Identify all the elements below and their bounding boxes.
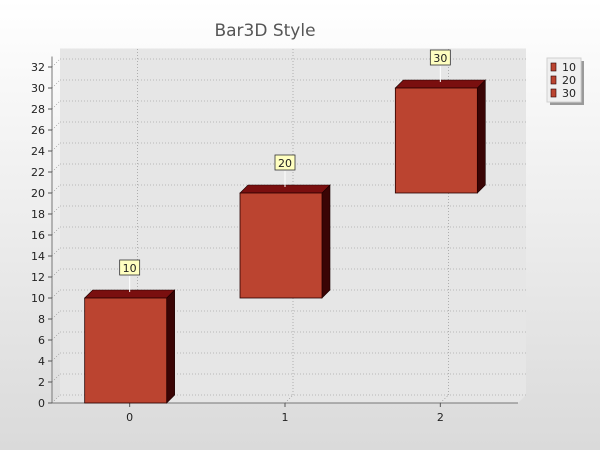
data-label-box [429, 49, 451, 66]
gridline-y-depth [51, 58, 61, 68]
gridline-y-depth [51, 79, 61, 89]
bar [83, 289, 176, 404]
y-tick-label: 6 [38, 334, 45, 347]
y-tick-label: 30 [31, 82, 45, 95]
y-tick-label: 14 [31, 250, 45, 263]
legend-swatch [550, 88, 557, 98]
gridline-y-depth [51, 331, 61, 341]
y-tick-label: 2 [38, 376, 45, 389]
y-tick-label: 32 [31, 61, 45, 74]
gridline-y-depth [51, 121, 61, 131]
y-tick-label: 10 [31, 292, 45, 305]
bar-side [166, 289, 175, 404]
legend-label: 20 [562, 74, 576, 87]
y-tick-label: 16 [31, 229, 45, 242]
data-label-box [119, 259, 141, 276]
legend-swatch [550, 75, 557, 85]
data-label-text: 30 [433, 52, 447, 65]
data-label: 30 [429, 49, 451, 82]
bar-front [394, 87, 478, 194]
x-tick-label: 1 [282, 411, 289, 424]
legend-label: 10 [562, 61, 576, 74]
bar-side [477, 79, 486, 194]
gridline-y-depth [51, 205, 61, 215]
data-label: 10 [119, 259, 141, 292]
gridline-y-depth [51, 352, 61, 362]
y-tick-label: 18 [31, 208, 45, 221]
y-tick-label: 0 [38, 397, 45, 410]
data-labels: 10 20 30 [119, 49, 451, 292]
data-label: 20 [274, 154, 296, 187]
gridline-y-depth [51, 394, 61, 404]
data-label-text: 10 [123, 262, 137, 275]
y-tick-label: 26 [31, 124, 45, 137]
gridline-x-depth [440, 394, 449, 404]
gridline-y-depth [51, 226, 61, 236]
y-tick-label: 28 [31, 103, 45, 116]
bars [83, 79, 487, 404]
y-tick-label: 4 [38, 355, 45, 368]
bar-front [84, 297, 168, 404]
y-tick-label: 20 [31, 187, 45, 200]
chart-title: Bar3D Style [214, 21, 315, 41]
gridline-y-depth [51, 163, 61, 173]
gridline-y-depth [51, 184, 61, 194]
gridline-y-depth [51, 289, 61, 299]
bar [239, 184, 331, 299]
gridline-x-depth [284, 394, 294, 404]
bar-side [321, 184, 331, 299]
data-label-text: 20 [278, 157, 292, 170]
gridline-y-depth [51, 142, 61, 152]
gridline-y-depth [51, 100, 61, 110]
gridline-y-depth [51, 247, 61, 257]
y-tick-label: 8 [38, 313, 45, 326]
data-label-box [274, 154, 296, 171]
x-tick-label: 2 [437, 411, 444, 424]
y-tick-label: 12 [31, 271, 45, 284]
y-tick-label: 24 [31, 145, 45, 158]
legend-label: 30 [562, 87, 576, 100]
x-tick-label: 0 [126, 411, 133, 424]
y-tick-label: 22 [31, 166, 45, 179]
gridline-y-depth [51, 373, 61, 383]
gridline-y-depth [51, 310, 61, 320]
gridline-y-depth [51, 268, 61, 278]
bar [394, 79, 487, 194]
bar-front [239, 192, 323, 299]
legend-swatch [550, 62, 557, 72]
